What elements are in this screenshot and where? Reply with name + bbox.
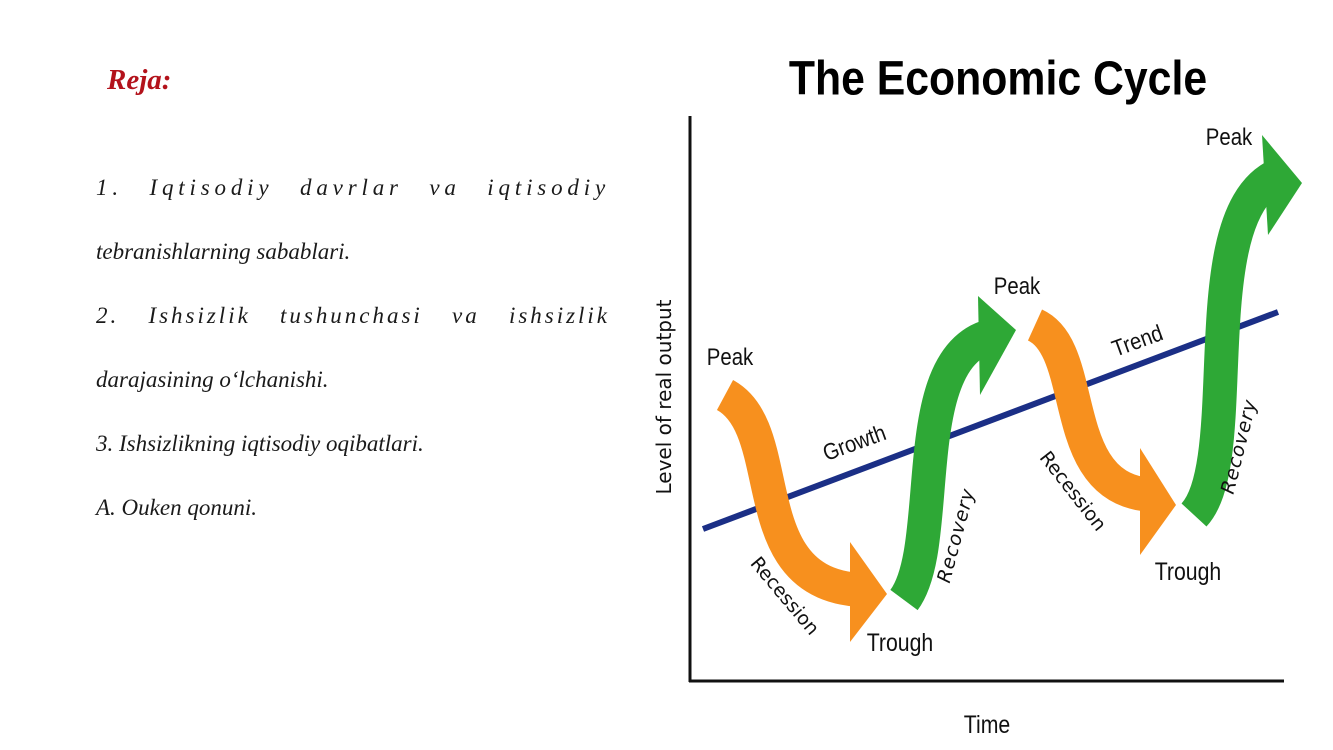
label-trough-1: Trough (867, 628, 934, 656)
label-trough-2: Trough (1155, 557, 1222, 585)
y-axis-label: Level of real output (652, 299, 676, 494)
x-axis-label: Time (964, 710, 1010, 738)
plan-item-1-line-2: tebranishlarning sabablari. (96, 239, 351, 264)
recession-arrow-1 (715, 380, 887, 642)
plan-title: Reja: (107, 64, 172, 96)
plan-item-2-line-2: darajasining o‘lchanishi. (96, 367, 329, 392)
label-peak-3: Peak (1206, 123, 1253, 150)
recovery-arrow-2 (1180, 135, 1302, 527)
recession-arrow-2 (1026, 309, 1176, 555)
label-peak-2: Peak (994, 272, 1041, 299)
trend-line (701, 309, 1280, 532)
plan-item-3: 3. Ishsizlikning iqtisodiy oqibatlari. (96, 431, 424, 456)
plan-item-2-line-1: 2. Ishsizlik tushunchasi va ishsizlik (96, 303, 610, 328)
diagram-title: The Economic Cycle (789, 51, 1207, 105)
plan-item-1-line-1: 1. Iqtisodiy davrlar va iqtisodiy (96, 175, 610, 200)
label-peak-1: Peak (707, 343, 754, 370)
recovery-arrow-1 (889, 296, 1016, 611)
plan-list: 1. Iqtisodiy davrlar va iqtisodiy tebran… (96, 168, 610, 552)
plan-item-4: A. Ouken qonuni. (96, 495, 257, 520)
label-growth: Growth (819, 419, 889, 466)
